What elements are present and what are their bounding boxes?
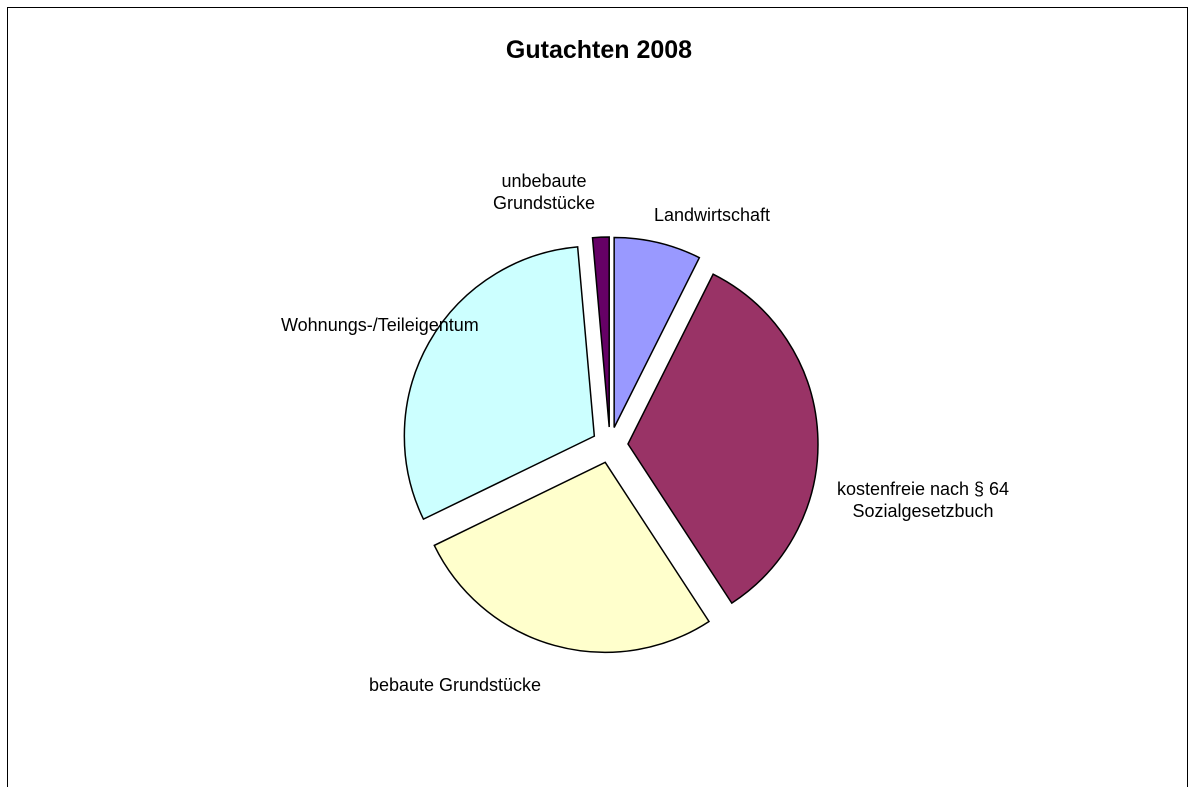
- slice-label: bebaute Grundstücke: [368, 675, 542, 695]
- slice-label: Wohnungs-/Teileigentum: [281, 315, 479, 335]
- pie-slice: [627, 273, 819, 605]
- chart-frame: [7, 7, 1188, 787]
- slice-label: Landwirtschaft: [653, 205, 771, 225]
- slice-label: kostenfreie nach § 64 Sozialgesetzbuch: [836, 479, 1010, 521]
- chart-title: Gutachten 2008: [505, 36, 693, 64]
- pie-slice: [433, 461, 711, 654]
- pie-slice: [403, 246, 596, 521]
- pie-slice: [591, 236, 610, 428]
- slice-label: unbebaute Grundstücke: [492, 171, 596, 213]
- pie-slice: [613, 236, 701, 428]
